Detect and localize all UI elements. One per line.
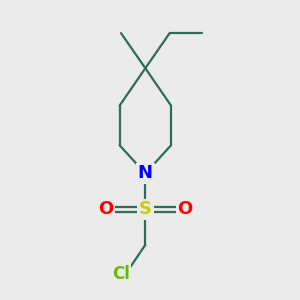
Text: O: O	[177, 200, 192, 218]
Text: N: N	[138, 164, 153, 182]
Text: O: O	[98, 200, 114, 218]
Text: Cl: Cl	[112, 265, 130, 283]
Text: S: S	[139, 200, 152, 218]
